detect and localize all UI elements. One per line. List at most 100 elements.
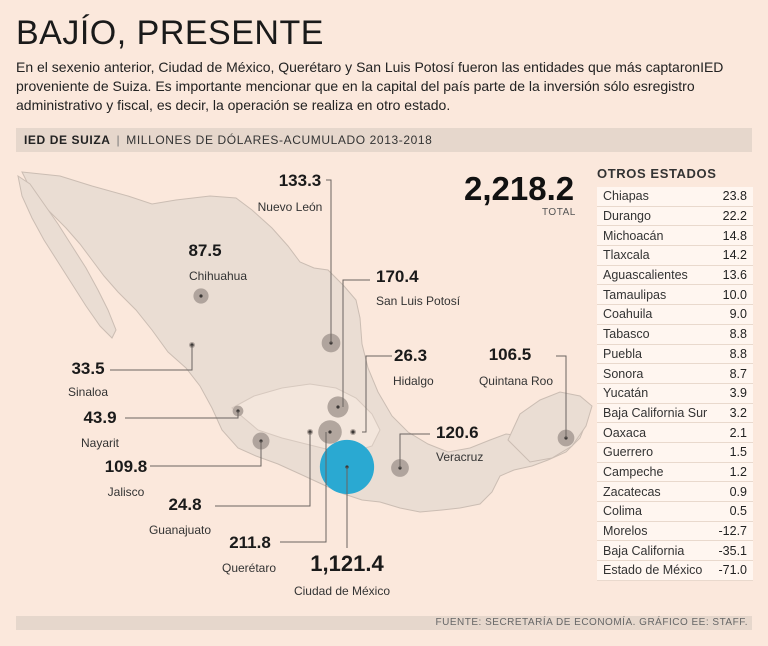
row-state-name: Morelos xyxy=(603,524,648,539)
intro-text: En el sexenio anterior, Ciudad de México… xyxy=(16,59,724,113)
table-row: Zacatecas 0.9 xyxy=(597,482,753,502)
row-state-name: Aguascalientes xyxy=(603,268,688,283)
row-state-name: Tlaxcala xyxy=(603,248,650,263)
row-state-name: Sonora xyxy=(603,366,644,381)
table-row: Baja California Sur 3.2 xyxy=(597,404,753,424)
leader-line-sinaloa xyxy=(110,345,193,371)
bubble-center-san-luis-potosi xyxy=(336,405,340,409)
bubble-center-chihuahua xyxy=(199,294,203,298)
row-state-name: Yucatán xyxy=(603,386,649,401)
page-title: BAJÍO, PRESENTE xyxy=(16,14,324,52)
bubble-center-queretaro xyxy=(328,430,332,434)
leader-line-quintana-roo xyxy=(556,355,567,438)
table-row: Colima 0.5 xyxy=(597,502,753,522)
leader-line-veracruz xyxy=(399,433,430,468)
total-value: 2,218.2 xyxy=(464,170,575,207)
table-row: Chiapas 23.8 xyxy=(597,187,753,207)
row-state-name: Tabasco xyxy=(603,327,650,342)
row-state-value: 0.9 xyxy=(729,484,747,499)
value-label-quintana-roo: 106.5 xyxy=(489,345,532,364)
row-state-name: Campeche xyxy=(603,464,664,479)
bubble-center-hidalgo xyxy=(351,430,355,434)
row-state-value: 23.8 xyxy=(722,189,747,204)
table-row: Estado de México -71.0 xyxy=(597,561,753,581)
row-state-name: Zacatecas xyxy=(603,484,661,499)
row-state-value: 8.8 xyxy=(729,327,747,342)
header-subtitle: MILLONES DE DÓLARES-ACUMULADO 2013-2018 xyxy=(126,133,433,147)
table-row: Durango 22.2 xyxy=(597,207,753,227)
row-state-name: Tamaulipas xyxy=(603,287,667,302)
row-state-value: 14.2 xyxy=(722,248,747,263)
table-row: Yucatán 3.9 xyxy=(597,384,753,404)
leader-line-nuevo-leon xyxy=(326,179,332,343)
row-state-value: 3.9 xyxy=(729,386,747,401)
value-label-hidalgo: 26.3 xyxy=(394,346,427,365)
table-row: Guerrero 1.5 xyxy=(597,443,753,463)
row-state-value: 22.2 xyxy=(722,209,747,224)
row-state-value: -35.1 xyxy=(718,543,748,558)
leader-line-hidalgo xyxy=(362,355,392,433)
table-row: Michoacán 14.8 xyxy=(597,226,753,247)
row-state-name: Chiapas xyxy=(603,189,649,204)
yucatan-shape xyxy=(507,391,593,463)
row-state-name: Puebla xyxy=(603,346,642,361)
baja-california-shape xyxy=(17,174,117,339)
row-state-name: Baja California Sur xyxy=(603,405,708,420)
total-label: TOTAL xyxy=(542,207,576,218)
row-state-value: 0.5 xyxy=(729,504,747,519)
state-label-ciudad-de-mexico: Ciudad de México xyxy=(294,584,390,598)
value-label-jalisco: 109.8 xyxy=(105,457,148,476)
leader-line-san-luis-potosi xyxy=(342,279,370,407)
source-note: FUENTE: SECRETARÍA DE ECONOMÍA. GRÁFICO … xyxy=(16,616,752,630)
leader-line-nayarit xyxy=(125,411,239,419)
leader-line-queretaro xyxy=(280,432,327,543)
section-header: IED DE SUIZA | MILLONES DE DÓLARES-ACUMU… xyxy=(16,128,752,152)
table-row: Campeche 1.2 xyxy=(597,463,753,483)
row-state-value: 9.0 xyxy=(729,307,747,322)
table-row: Coahuila 9.0 xyxy=(597,305,753,325)
table-row: Puebla 8.8 xyxy=(597,345,753,365)
value-label-chihuahua: 87.5 xyxy=(188,241,221,260)
state-label-nayarit: Nayarit xyxy=(81,436,120,450)
row-state-value: 1.5 xyxy=(729,445,747,460)
value-label-nayarit: 43.9 xyxy=(83,408,116,427)
row-state-name: Durango xyxy=(603,209,651,224)
row-state-value: 3.2 xyxy=(729,405,747,420)
table-row: Baja California -35.1 xyxy=(597,541,753,562)
side-table-title: OTROS ESTADOS xyxy=(597,166,717,181)
value-label-veracruz: 120.6 xyxy=(436,423,479,442)
value-label-sinaloa: 33.5 xyxy=(71,359,104,378)
state-label-chihuahua: Chihuahua xyxy=(189,269,247,283)
state-label-san-luis-potosi: San Luis Potosí xyxy=(376,294,461,308)
table-row: Tamaulipas 10.0 xyxy=(597,285,753,306)
row-state-value: -71.0 xyxy=(718,563,748,578)
table-row: Tlaxcala 14.2 xyxy=(597,246,753,266)
state-label-nuevo-leon: Nuevo León xyxy=(258,200,323,214)
row-state-value: 8.8 xyxy=(729,346,747,361)
state-label-guanajuato: Guanajuato xyxy=(149,523,211,537)
table-row: Oaxaca 2.1 xyxy=(597,423,753,443)
state-label-sinaloa: Sinaloa xyxy=(68,385,108,399)
table-row: Tabasco 8.8 xyxy=(597,325,753,345)
value-label-nuevo-leon: 133.3 xyxy=(279,171,322,190)
row-state-value: 2.1 xyxy=(729,425,747,440)
value-label-san-luis-potosi: 170.4 xyxy=(376,267,419,286)
header-strong: IED DE SUIZA xyxy=(24,133,111,147)
row-state-name: Guerrero xyxy=(603,445,654,460)
state-label-jalisco: Jalisco xyxy=(108,485,145,499)
leader-line-jalisco xyxy=(150,441,262,467)
header-separator: | xyxy=(116,133,121,147)
value-label-queretaro: 211.8 xyxy=(229,533,271,552)
value-label-guanajuato: 24.8 xyxy=(168,495,201,514)
side-table: Chiapas 23.8 Durango 22.2 Michoacán 14.8 Tlaxc… xyxy=(597,187,753,581)
row-state-name: Michoacán xyxy=(603,228,664,243)
row-state-value: 13.6 xyxy=(722,268,747,283)
row-state-name: Estado de México xyxy=(603,563,703,578)
table-row: Sonora 8.7 xyxy=(597,364,753,384)
state-label-hidalgo: Hidalgo xyxy=(393,374,434,388)
value-label-ciudad-de-mexico: 1,121.4 xyxy=(310,551,384,576)
table-row: Aguascalientes 13.6 xyxy=(597,266,753,286)
state-label-quintana-roo: Quintana Roo xyxy=(479,374,553,388)
state-label-queretaro: Querétaro xyxy=(222,561,276,575)
